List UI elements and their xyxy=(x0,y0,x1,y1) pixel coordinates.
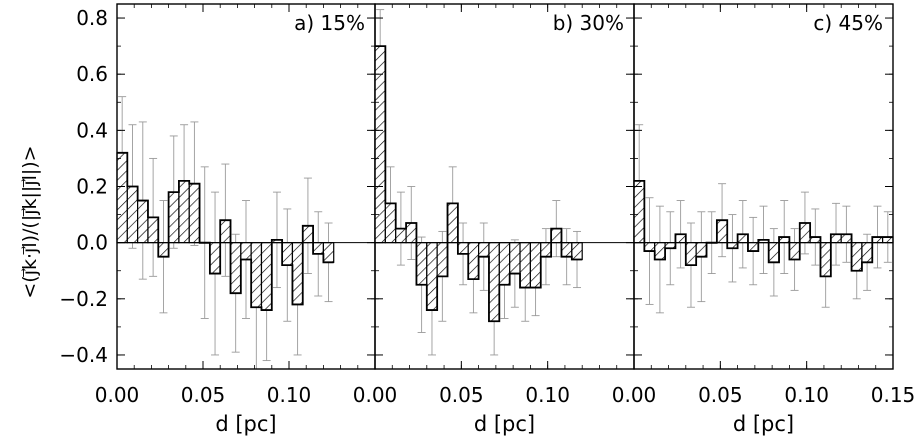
bar xyxy=(168,191,180,244)
bar xyxy=(560,242,573,258)
chart-panels: a) 15% b) 30% c) 45% xyxy=(116,3,894,370)
bar xyxy=(147,216,159,244)
bar xyxy=(137,199,149,244)
panel-title: a) 15% xyxy=(294,11,365,35)
y-tick-label: −0.2 xyxy=(59,287,108,311)
y-tick-label: 0.0 xyxy=(76,231,108,255)
x-tick-label: 0.05 xyxy=(439,383,484,407)
y-axis-label: <(j⃗k·j⃗l)/(|j⃗k||j⃗l|)> xyxy=(19,145,41,298)
bar xyxy=(571,242,583,261)
bar xyxy=(384,202,397,244)
y-axis: −0.4 −0.2 0.0 0.2 0.4 0.6 0.8 xyxy=(59,6,108,367)
bar xyxy=(819,242,832,277)
x-tick-label: 0.10 xyxy=(267,383,312,407)
bar xyxy=(478,242,490,258)
x-tick-label: 0.00 xyxy=(353,383,398,407)
bar xyxy=(799,222,811,244)
bar xyxy=(395,228,407,244)
panel-b: b) 30% xyxy=(374,3,635,370)
bar xyxy=(498,242,511,286)
bar xyxy=(519,242,531,289)
bar xyxy=(250,242,263,308)
bar xyxy=(550,228,563,244)
bar xyxy=(405,222,418,244)
bar xyxy=(529,242,542,289)
x-axis-label: d [pc] xyxy=(474,412,535,436)
bar xyxy=(861,242,873,263)
bar xyxy=(633,180,645,244)
histogram-outline xyxy=(375,45,583,323)
x-axis-label: d [pc] xyxy=(215,412,276,436)
x-axis: 0.00 0.05 0.10 d [pc] 0.00 0.05 0.10 d [pc] 0.00… xyxy=(95,383,916,436)
histogram-outline xyxy=(634,179,893,278)
bar xyxy=(830,233,842,244)
panel-title: b) 30% xyxy=(553,11,624,35)
bar xyxy=(116,152,128,244)
x-tick-label: 0.10 xyxy=(784,383,829,407)
y-tick-label: 0.4 xyxy=(76,118,108,142)
bar xyxy=(654,242,666,261)
y-tick-label: 0.8 xyxy=(76,6,108,30)
x-tick-label: 0.00 xyxy=(612,383,657,407)
panel-c: c) 45% xyxy=(633,3,894,370)
bar xyxy=(850,242,863,272)
bar xyxy=(840,233,853,244)
bar xyxy=(788,242,801,261)
bar xyxy=(312,242,324,255)
bar xyxy=(260,242,273,311)
bar xyxy=(322,242,335,263)
bar xyxy=(488,242,500,322)
panel-frame xyxy=(633,3,894,370)
bar xyxy=(695,242,708,258)
bar xyxy=(188,183,201,244)
bar xyxy=(209,242,221,275)
bar xyxy=(716,219,728,244)
x-axis-label: d [pc] xyxy=(733,412,794,436)
bar xyxy=(426,242,438,311)
x-tick-label: 0.05 xyxy=(698,383,743,407)
x-tick-label: 0.15 xyxy=(871,383,916,407)
bar xyxy=(229,242,242,294)
bar xyxy=(685,242,697,266)
panel-a: a) 15% xyxy=(116,3,376,370)
bar xyxy=(374,45,386,244)
bar xyxy=(415,242,428,286)
y-tick-label: 0.6 xyxy=(76,62,108,86)
bar xyxy=(281,242,294,266)
bar xyxy=(747,242,759,252)
bar xyxy=(509,242,521,275)
bar xyxy=(302,225,314,244)
x-tick-label: 0.10 xyxy=(525,383,570,407)
bar xyxy=(126,185,139,244)
bar xyxy=(674,233,687,244)
bar xyxy=(436,242,449,277)
bar xyxy=(240,242,252,261)
bar xyxy=(467,242,480,280)
panel-title: c) 45% xyxy=(813,11,883,35)
x-tick-label: 0.05 xyxy=(181,383,226,407)
bar xyxy=(178,180,190,244)
bar xyxy=(446,202,459,244)
bar xyxy=(157,242,170,258)
y-tick-label: 0.2 xyxy=(76,175,108,199)
bar xyxy=(291,242,304,306)
x-tick-label: 0.00 xyxy=(95,383,140,407)
y-tick-label: −0.4 xyxy=(59,343,108,367)
bar xyxy=(736,233,749,244)
bar xyxy=(768,242,780,263)
bar xyxy=(540,242,552,258)
bar xyxy=(643,242,656,252)
histogram-outline xyxy=(117,151,334,311)
bar xyxy=(219,219,232,244)
bar xyxy=(457,242,469,255)
